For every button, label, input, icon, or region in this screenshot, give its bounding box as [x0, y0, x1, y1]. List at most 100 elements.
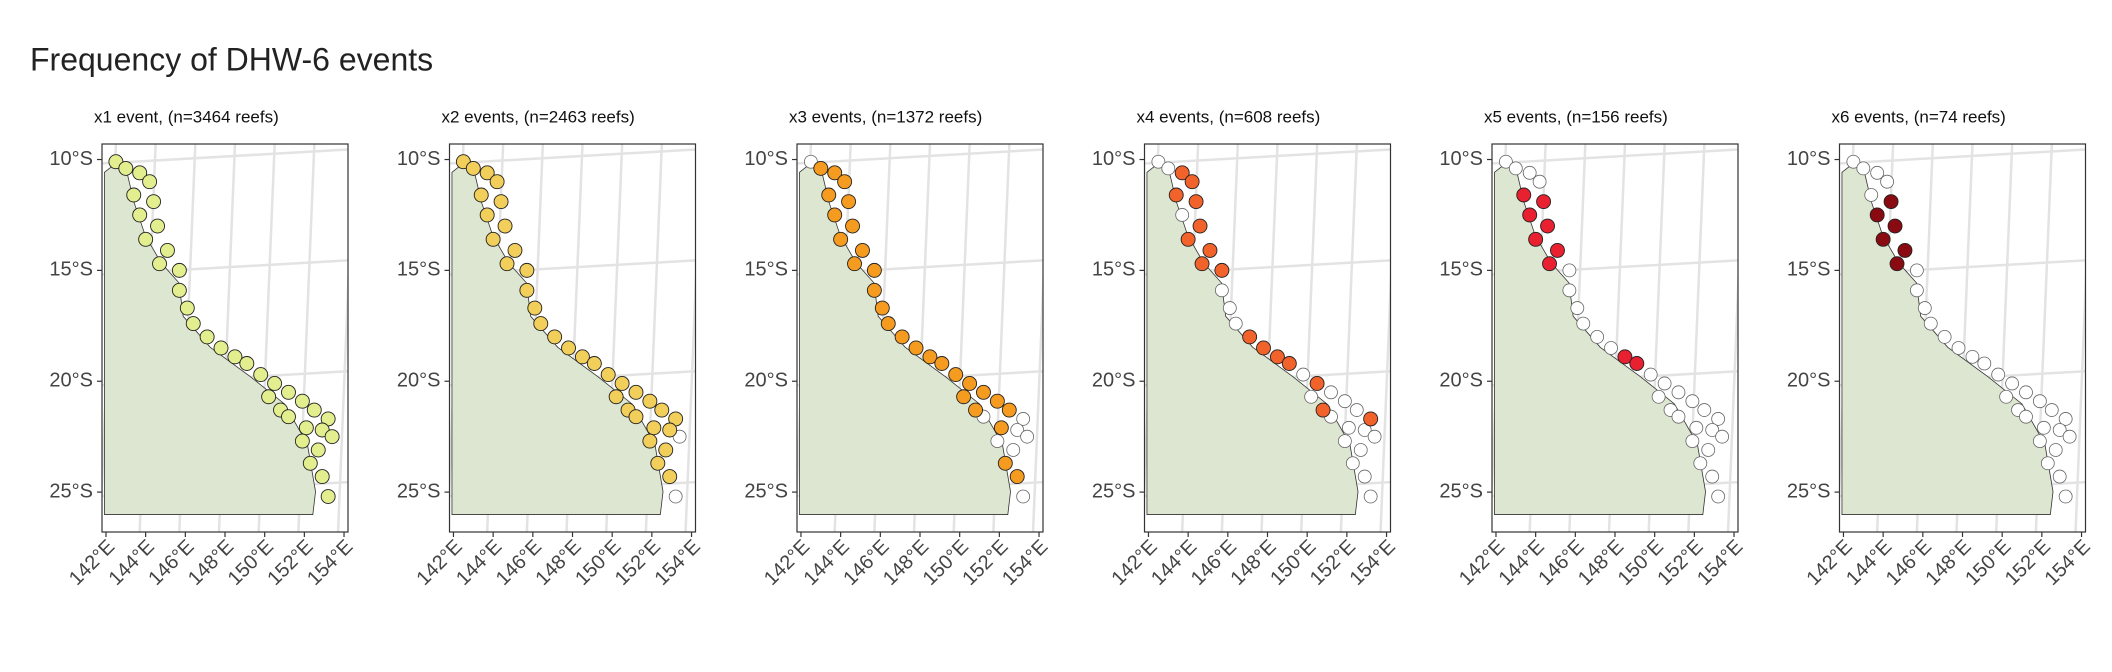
- reef-point: [1010, 423, 1025, 437]
- x-tick-label: 154°E: [998, 536, 1052, 590]
- reef-point: [1965, 349, 1980, 364]
- event-point: [1202, 242, 1218, 258]
- grid-line: [1031, 259, 1043, 532]
- grid-line: [1379, 259, 1391, 532]
- plot-area: [449, 144, 696, 532]
- event-point: [1009, 469, 1025, 485]
- reef-point: [1685, 434, 1700, 448]
- reef-point: [1345, 456, 1360, 471]
- reef-point: [1590, 329, 1605, 344]
- reef-point: [1977, 356, 1992, 371]
- y-tick-label: 10°S: [744, 148, 788, 170]
- y-tick-label: 10°S: [1787, 148, 1831, 170]
- event-point: [533, 316, 549, 332]
- panel: x4 events, (n=608 reefs) 10°S 15°S 20°S 25°S…: [1092, 107, 1400, 589]
- reef-point: [1604, 341, 1618, 355]
- grid-line: [797, 148, 1043, 165]
- event-point: [1875, 231, 1891, 247]
- reef-point: [1917, 301, 1932, 315]
- y-tick-label: 15°S: [1439, 259, 1483, 281]
- y-tick-label: 10°S: [1092, 148, 1136, 170]
- x-tick-label: 154°E: [651, 536, 705, 590]
- reef-point: [1337, 394, 1352, 409]
- event-point: [142, 174, 158, 190]
- event-point: [574, 349, 590, 365]
- event-point: [314, 469, 330, 485]
- y-tick-label: 10°S: [49, 148, 93, 170]
- reef-point: [2052, 423, 2067, 437]
- reef-point: [1357, 469, 1372, 484]
- event-point: [833, 231, 849, 247]
- event-point: [1542, 256, 1557, 272]
- event-point: [908, 340, 924, 356]
- event-point: [519, 262, 535, 278]
- reef-point: [1349, 403, 1364, 417]
- event-point: [600, 367, 616, 383]
- event-point: [646, 420, 662, 436]
- event-point: [956, 389, 972, 405]
- event-point: [324, 429, 340, 445]
- panel-title: x3 events, (n=1372 reefs): [789, 107, 982, 126]
- event-point: [126, 187, 142, 203]
- x-tick-label: 154°E: [1693, 536, 1747, 590]
- event-point: [118, 160, 134, 176]
- reef-point: [1367, 429, 1382, 444]
- reef-point: [1991, 367, 2006, 382]
- event-point: [1174, 165, 1190, 181]
- event-point: [968, 402, 983, 418]
- panel: x2 events, (n=2463 reefs) 10°S 15°S 20°S 25°…: [397, 107, 705, 589]
- reef-point: [2019, 409, 2033, 424]
- event-point: [185, 316, 201, 332]
- y-tick-label: 15°S: [1092, 259, 1136, 281]
- reef-point: [990, 434, 1005, 448]
- event-point: [813, 160, 829, 176]
- event-point: [1192, 218, 1208, 234]
- event-point: [845, 218, 860, 234]
- event-point: [499, 256, 515, 272]
- reef-point: [1357, 423, 1372, 437]
- event-point: [1269, 349, 1285, 365]
- event-point: [199, 329, 215, 345]
- y-tick-label: 15°S: [49, 259, 93, 281]
- event-point: [614, 376, 630, 391]
- reef-point: [1693, 456, 1708, 471]
- grid-line: [684, 259, 696, 532]
- reef-point: [2036, 420, 2051, 435]
- reef-point: [1846, 154, 1861, 169]
- panel: x6 events, (n=74 reefs) 10°S 15°S 20°S 25°S 1…: [1787, 107, 2095, 589]
- event-point: [132, 207, 148, 223]
- reef-point: [1870, 165, 1885, 180]
- event-point: [997, 455, 1013, 471]
- grid-line: [1492, 148, 1738, 165]
- reef-point: [1711, 412, 1726, 426]
- event-point: [298, 420, 314, 436]
- event-point: [485, 231, 501, 247]
- event-point: [628, 409, 644, 425]
- reef-point: [1864, 188, 1879, 202]
- event-point: [827, 207, 843, 223]
- reef-point: [2032, 394, 2047, 409]
- event-point: [662, 469, 678, 485]
- reef-point: [1341, 420, 1356, 435]
- event-point: [993, 420, 1009, 436]
- event-point: [1540, 218, 1555, 234]
- event-point: [628, 384, 644, 400]
- reef-point: [1324, 385, 1338, 400]
- reef-point: [1711, 489, 1726, 504]
- reef-point: [2048, 443, 2063, 457]
- event-point: [310, 442, 326, 458]
- event-point: [847, 256, 862, 272]
- event-point: [132, 165, 148, 181]
- event-point: [160, 242, 175, 258]
- reef-point: [1522, 165, 1537, 180]
- event-point: [1256, 340, 1271, 356]
- event-point: [302, 455, 318, 471]
- panel-title: x4 events, (n=608 reefs): [1137, 107, 1321, 126]
- reef-point: [1214, 283, 1229, 298]
- event-point: [976, 384, 991, 400]
- y-tick-label: 20°S: [1787, 370, 1831, 392]
- y-tick-label: 20°S: [1439, 370, 1483, 392]
- reef-point: [1337, 434, 1352, 448]
- plot-area: [1492, 144, 1738, 532]
